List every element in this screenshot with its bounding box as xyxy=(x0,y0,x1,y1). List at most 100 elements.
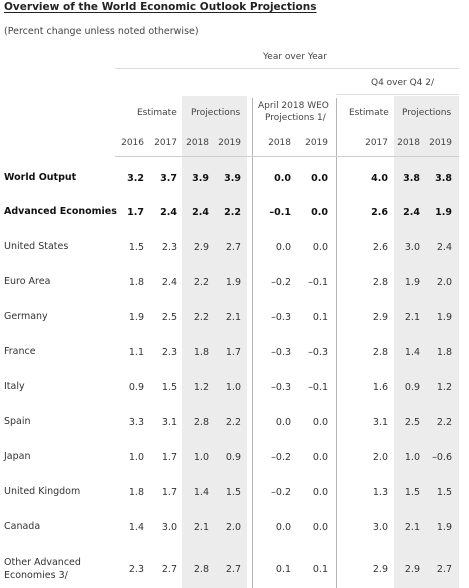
year-header: 2019 xyxy=(429,138,452,148)
table-cell: 3.0 xyxy=(372,522,388,533)
year-over-year-header: Year over Year xyxy=(263,52,327,62)
table-cell: 0.0 xyxy=(311,173,328,184)
table-cell: 0.0 xyxy=(311,207,328,218)
table-cell: 1.7 xyxy=(225,347,241,358)
table-cell: 0.0 xyxy=(312,417,328,428)
table-cell: 2.4 xyxy=(192,207,209,218)
table-cell: 0.1 xyxy=(312,564,328,575)
table-cell: 1.0 xyxy=(193,452,209,463)
projections-q4-column-shade xyxy=(394,96,459,588)
table-cell: –0.6 xyxy=(432,452,452,463)
table-cell: 2.8 xyxy=(372,277,388,288)
table-cell: 3.0 xyxy=(404,242,420,253)
table-cell: 2.4 xyxy=(160,207,177,218)
year-header: 2018 xyxy=(397,138,420,148)
table-cell: 2.8 xyxy=(193,564,209,575)
table-cell: 3.0 xyxy=(161,522,177,533)
table-cell: 2.9 xyxy=(193,242,209,253)
row-label: Spain xyxy=(4,416,31,427)
table-cell: 1.9 xyxy=(435,207,452,218)
table-cell: 1.8 xyxy=(128,277,144,288)
table-cell: –0.2 xyxy=(271,277,291,288)
year-header: 2018 xyxy=(268,138,291,148)
table-cell: 2.1 xyxy=(225,312,241,323)
row-label: Germany xyxy=(4,311,48,322)
table-cell: 1.4 xyxy=(404,347,420,358)
table-cell: 1.9 xyxy=(128,312,144,323)
table-cell: 2.2 xyxy=(193,277,209,288)
table-cell: –0.3 xyxy=(271,312,291,323)
q4-over-q4-header: Q4 over Q4 2/ xyxy=(371,78,435,88)
table-cell: 2.7 xyxy=(225,564,241,575)
table-cell: 3.1 xyxy=(372,417,388,428)
table-cell: 0.0 xyxy=(275,242,291,253)
table-cell: 2.0 xyxy=(225,522,241,533)
row-label: Euro Area xyxy=(4,276,51,287)
table-subtitle: (Percent change unless noted otherwise) xyxy=(4,26,199,37)
table-cell: 1.9 xyxy=(436,312,452,323)
row-label: United Kingdom xyxy=(4,486,81,497)
table-cell: 2.5 xyxy=(161,312,177,323)
table-cell: –0.2 xyxy=(271,452,291,463)
table-cell: –0.3 xyxy=(308,347,328,358)
table-cell: 0.1 xyxy=(312,312,328,323)
table-cell: 1.6 xyxy=(372,382,388,393)
table-cell: 1.8 xyxy=(193,347,209,358)
table-cell: 3.3 xyxy=(128,417,144,428)
table-cell: 1.5 xyxy=(225,487,241,498)
table-cell: 2.9 xyxy=(404,564,420,575)
table-cell: 2.8 xyxy=(193,417,209,428)
table-cell: 2.3 xyxy=(128,564,144,575)
table-cell: –0.2 xyxy=(271,487,291,498)
year-header: 2017 xyxy=(154,138,177,148)
table-cell: 0.9 xyxy=(404,382,420,393)
table-cell: 2.2 xyxy=(436,417,452,428)
table-cell: 2.7 xyxy=(161,564,177,575)
table-cell: 1.0 xyxy=(404,452,420,463)
table-cell: 0.0 xyxy=(275,417,291,428)
table-cell: 1.0 xyxy=(225,382,241,393)
table-cell: 0.9 xyxy=(128,382,144,393)
table-cell: 1.3 xyxy=(372,487,388,498)
wes-right-divider xyxy=(336,98,337,588)
table-cell: 2.8 xyxy=(372,347,388,358)
row-label: Other Advanced xyxy=(4,557,81,568)
table-cell: 2.0 xyxy=(372,452,388,463)
table-title: Overview of the World Economic Outlook P… xyxy=(4,1,317,13)
table-cell: 1.2 xyxy=(436,382,452,393)
wes-header-line2: Projections 1/ xyxy=(265,113,326,123)
row-label: United States xyxy=(4,241,69,252)
row-label: Economies 3/ xyxy=(4,570,68,581)
table-cell: 3.8 xyxy=(435,173,452,184)
year-header: 2018 xyxy=(186,138,209,148)
estimate-q4-header: Estimate xyxy=(349,108,389,118)
table-cell: –0.1 xyxy=(308,277,328,288)
table-cell: 0.0 xyxy=(312,522,328,533)
table-cell: 1.5 xyxy=(436,487,452,498)
table-cell: 2.9 xyxy=(372,312,388,323)
row-label: Advanced Economies xyxy=(4,206,117,217)
projections-header: Projections xyxy=(191,108,241,118)
table-cell: 2.0 xyxy=(436,277,452,288)
row-label: World Output xyxy=(4,172,77,183)
table-cell: 0.9 xyxy=(225,452,241,463)
year-header-rule xyxy=(115,156,459,157)
table-cell: 1.4 xyxy=(193,487,209,498)
table-cell: 3.8 xyxy=(403,173,420,184)
row-label: Italy xyxy=(4,381,25,392)
row-label: Japan xyxy=(4,451,31,462)
wes-left-divider xyxy=(252,98,253,588)
table-cell: 1.4 xyxy=(128,522,144,533)
table-cell: 0.1 xyxy=(275,564,291,575)
table-cell: 3.7 xyxy=(160,173,177,184)
table-cell: 1.5 xyxy=(404,487,420,498)
row-label: Canada xyxy=(4,521,41,532)
table-cell: 1.1 xyxy=(128,347,144,358)
estimate-header: Estimate xyxy=(137,108,177,118)
table-cell: 2.5 xyxy=(404,417,420,428)
table-cell: 1.9 xyxy=(436,522,452,533)
table-cell: 1.2 xyxy=(193,382,209,393)
table-cell: 3.9 xyxy=(224,173,241,184)
table-cell: 2.2 xyxy=(225,417,241,428)
table-cell: 1.7 xyxy=(161,487,177,498)
